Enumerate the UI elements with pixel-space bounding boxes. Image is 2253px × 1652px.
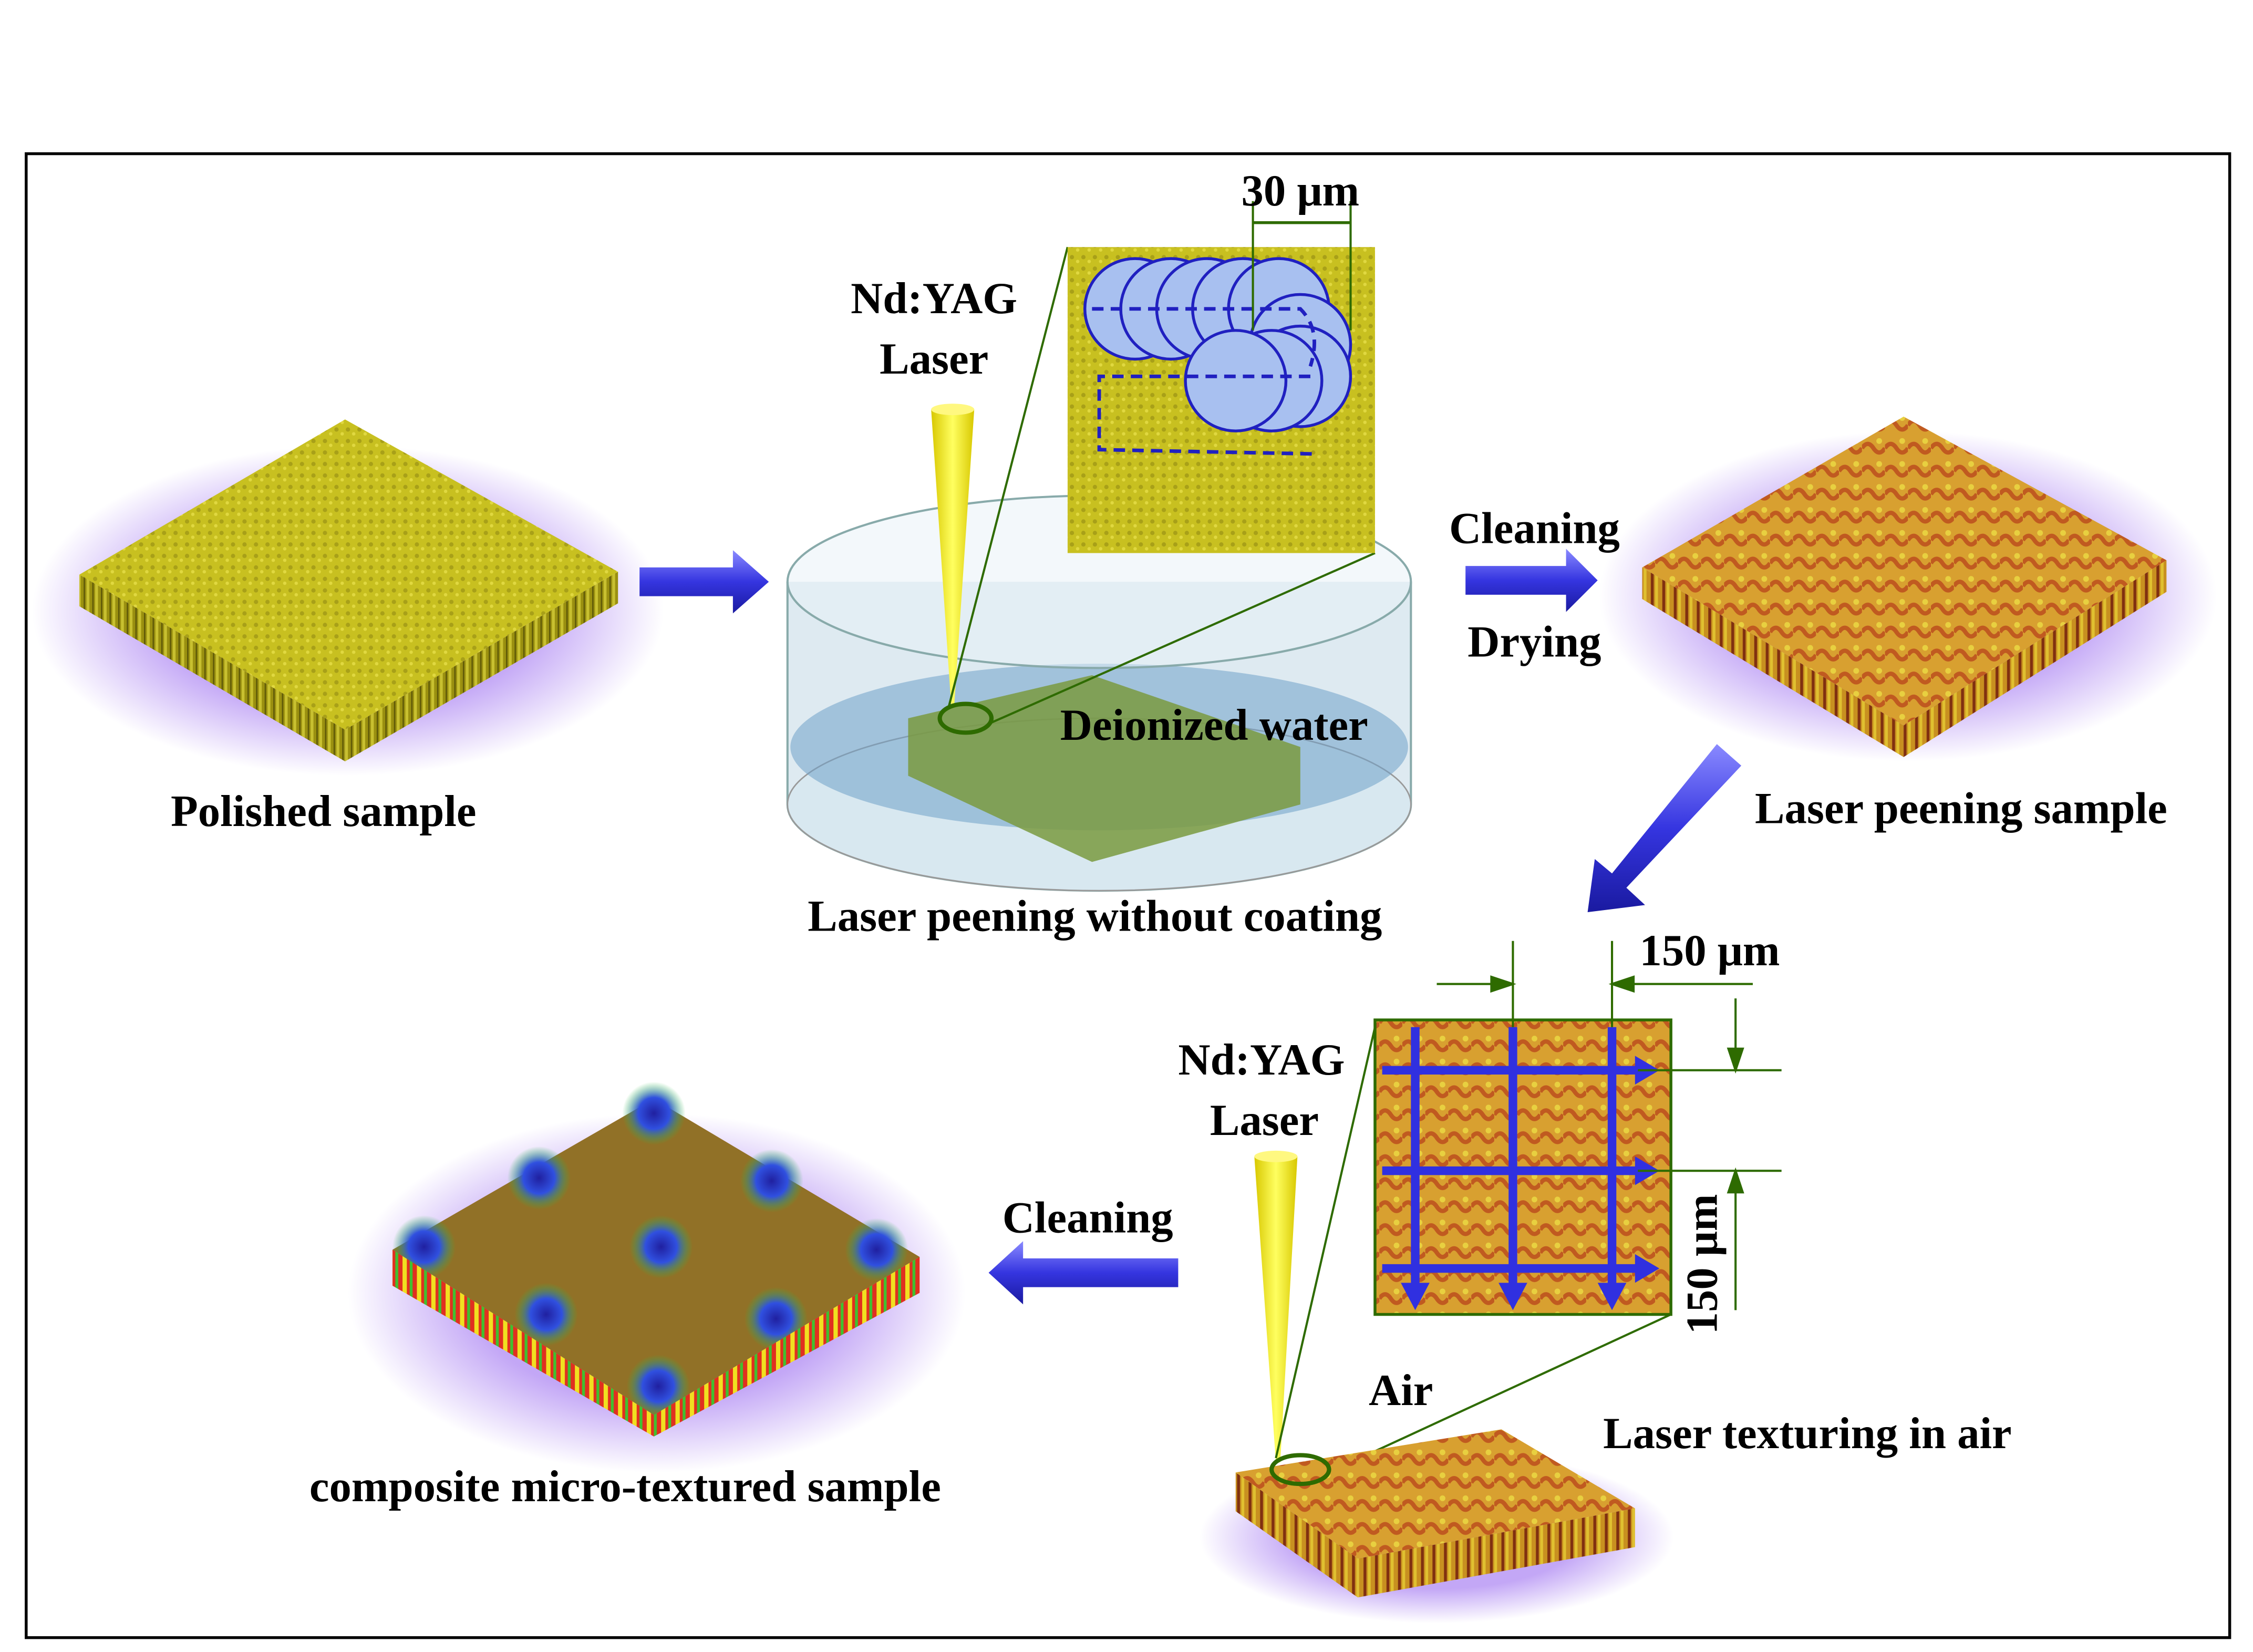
- texturing-setup-label: Laser texturing in air: [1603, 1409, 2012, 1458]
- composite-textured-sample: [348, 1081, 966, 1473]
- arrow-right-icon: [639, 550, 769, 614]
- polished-sample-label: Polished sample: [171, 787, 477, 836]
- peening-spot-inset: [1067, 201, 1375, 553]
- composite-sample-label: composite micro-textured sample: [309, 1462, 941, 1511]
- polished-sample: [32, 419, 664, 776]
- laser2-label-line2: Laser: [1210, 1096, 1319, 1145]
- spacing-y-label: 150 μm: [1678, 1194, 1727, 1334]
- spacing-x-label: 150 μm: [1639, 926, 1780, 975]
- peening-setup-label: Laser peening without coating: [808, 892, 1382, 941]
- arrow-right-icon: [1465, 549, 1598, 612]
- cleaning2-label: Cleaning: [1003, 1193, 1173, 1243]
- water-dish: [786, 494, 1412, 892]
- texturing-grid-inset: [1373, 941, 1782, 1316]
- spot-size-label: 30 μm: [1242, 166, 1360, 215]
- laser-label-line2: Laser: [880, 334, 988, 384]
- drying-label: Drying: [1467, 617, 1601, 666]
- laser-beam-icon: [1254, 1156, 1298, 1463]
- medium-water-label: Deionized water: [1060, 700, 1368, 750]
- medium-air-label: Air: [1369, 1366, 1433, 1415]
- arrow-left-icon: [988, 1241, 1179, 1305]
- laser2-label-line1: Nd:YAG: [1178, 1035, 1345, 1085]
- cleaning-label: Cleaning: [1449, 503, 1620, 553]
- laser-beam-icon: [931, 409, 975, 707]
- arrow-down-left-icon: [1587, 744, 1742, 913]
- laser-peened-sample: [1599, 416, 2217, 761]
- texturing-sample: [1200, 1429, 1674, 1624]
- laser-label-line1: Nd:YAG: [851, 274, 1017, 323]
- peened-sample-label: Laser peening sample: [1755, 784, 2167, 833]
